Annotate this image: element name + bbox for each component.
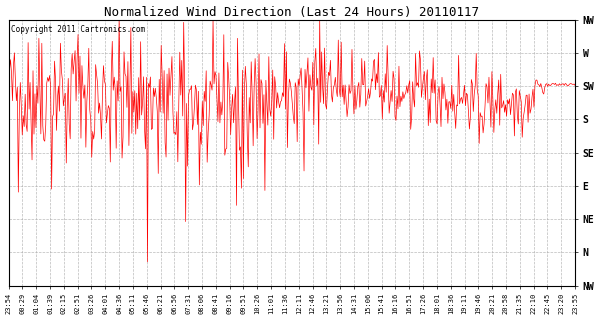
Text: Copyright 2011 Cartronics.com: Copyright 2011 Cartronics.com — [11, 25, 146, 34]
Title: Normalized Wind Direction (Last 24 Hours) 20110117: Normalized Wind Direction (Last 24 Hours… — [104, 5, 479, 19]
